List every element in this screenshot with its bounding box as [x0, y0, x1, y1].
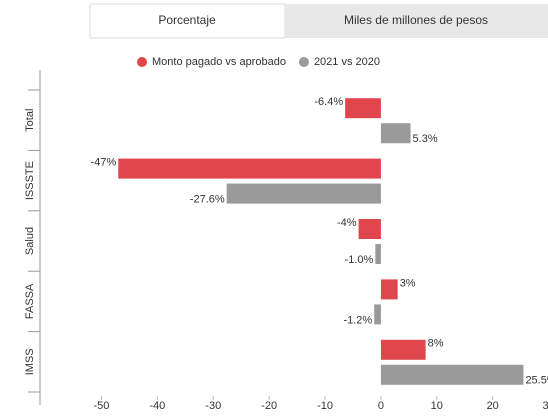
- category-label: IMSS: [24, 348, 36, 375]
- value-label: -47%: [91, 157, 117, 169]
- value-label: -27.6%: [190, 194, 225, 206]
- tab-inactive[interactable]: [285, 4, 548, 38]
- tab-label[interactable]: Miles de millones de pesos: [344, 13, 488, 27]
- x-tick-label: -40: [149, 400, 165, 412]
- x-tick-label: -20: [261, 400, 277, 412]
- bar: [118, 158, 381, 179]
- bar: [375, 244, 381, 264]
- x-tick-label: 0: [378, 400, 384, 412]
- value-label: 5.3%: [413, 133, 438, 145]
- value-label: 25.5%: [525, 375, 548, 387]
- legend-label: 2021 vs 2020: [314, 56, 380, 68]
- x-tick-label: 20: [487, 400, 499, 412]
- category-label: Salud: [24, 227, 36, 255]
- x-tick-label: 30: [542, 400, 548, 412]
- category-label: FASSA: [24, 283, 36, 319]
- bar: [358, 219, 381, 239]
- bar: [380, 123, 411, 144]
- bar: [380, 339, 426, 360]
- x-tick-label: -30: [205, 400, 221, 412]
- legend-label: Monto pagado vs aprobado: [152, 56, 286, 68]
- legend-swatch: [137, 57, 147, 67]
- value-label: -1.0%: [345, 254, 374, 266]
- bar: [226, 183, 381, 204]
- bar: [380, 364, 524, 385]
- category-label: Total: [24, 109, 36, 132]
- category-label: ISSSTE: [24, 161, 36, 200]
- value-label: 3%: [400, 277, 416, 289]
- x-tick-label: -10: [317, 400, 333, 412]
- x-tick-label: 10: [431, 400, 443, 412]
- bar: [345, 98, 381, 119]
- value-label: 8%: [428, 338, 444, 350]
- x-tick-label: -50: [94, 400, 110, 412]
- value-label: -4%: [337, 217, 357, 229]
- tab-label[interactable]: Porcentaje: [158, 13, 216, 27]
- legend-swatch: [298, 57, 309, 67]
- value-label: -1.2%: [343, 314, 372, 326]
- tab-active[interactable]: [89, 3, 286, 39]
- value-label: -6.4%: [314, 96, 343, 108]
- bar: [380, 279, 398, 300]
- bar: [374, 304, 381, 325]
